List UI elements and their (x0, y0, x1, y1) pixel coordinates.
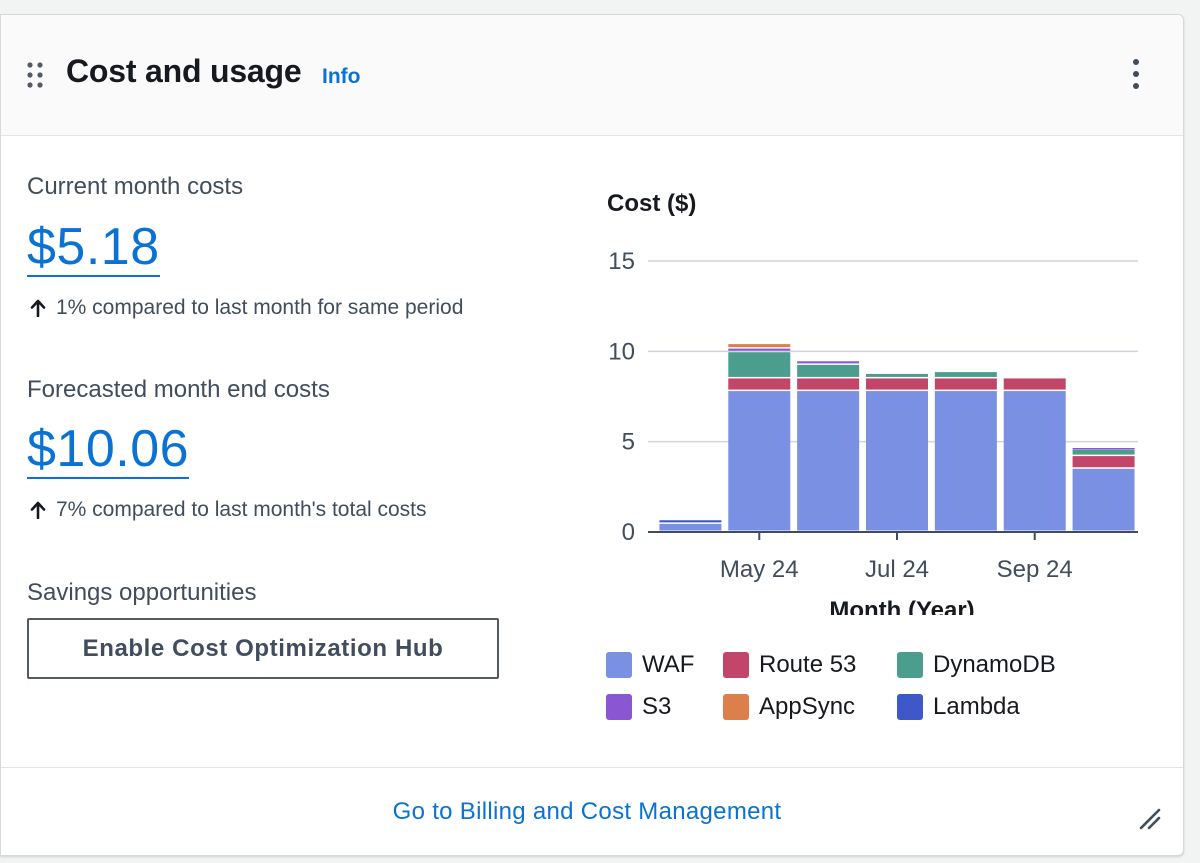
resize-icon[interactable] (1137, 806, 1163, 832)
current-month-value[interactable]: $5.18 (27, 218, 160, 277)
bar-segment-route-53 (934, 378, 997, 390)
x-tick-label: Jul 24 (865, 556, 929, 583)
bar-segment-appsync (728, 344, 791, 348)
y-axis-title: Cost ($) (607, 190, 696, 217)
bar-segment-waf (659, 523, 722, 531)
arrow-up-icon (29, 501, 47, 520)
bar-segment-route-53 (1072, 456, 1135, 468)
forecast-label: Forecasted month end costs (27, 376, 330, 403)
savings-label: Savings opportunities (27, 579, 257, 606)
y-tick-label: 10 (608, 338, 635, 365)
bar-segment-dynamodb (866, 373, 928, 377)
y-tick-label: 15 (608, 248, 635, 275)
bar-segment-route-53 (1003, 378, 1066, 390)
bar-segment-route-53 (728, 378, 791, 390)
more-vertical-icon[interactable] (1123, 57, 1149, 91)
forecast-compare: 7% compared to last month's total costs (29, 498, 427, 522)
x-tick-label: May 24 (720, 556, 799, 583)
current-month-compare: 1% compared to last month for same perio… (29, 296, 463, 320)
bar-segment-waf (728, 391, 791, 531)
current-month-compare-text: 1% compared to last month for same perio… (56, 296, 464, 319)
y-tick-label: 0 (622, 519, 635, 546)
forecast-value[interactable]: $10.06 (27, 420, 190, 479)
legend-label: WAF (642, 651, 695, 678)
legend-item-appsync[interactable]: AppSync (723, 693, 855, 721)
bar-segment-route-53 (866, 378, 928, 390)
legend-label: Lambda (933, 693, 1020, 720)
cost-chart: Cost ($) 0 5 10 15 May 24 Jul 24 Sep 24 Month (Y… (607, 190, 1138, 615)
drag-handle-icon[interactable] (25, 60, 45, 90)
bar-segment-route-53 (797, 378, 860, 390)
legend-swatch (606, 694, 632, 720)
legend-swatch (897, 652, 923, 678)
bar-segment-waf (1072, 468, 1135, 531)
bar-segment-waf (866, 391, 928, 531)
bar-segment-waf (934, 391, 997, 531)
legend-swatch (606, 652, 632, 678)
y-tick-label: 5 (622, 429, 635, 456)
cost-and-usage-widget: Cost and usage Info Current month costs … (0, 14, 1184, 856)
forecast-compare-text: 7% compared to last month's total costs (56, 498, 427, 521)
bar-segment-dynamodb (934, 372, 997, 377)
bar-segment-dynamodb (728, 352, 791, 377)
current-month-label: Current month costs (27, 173, 244, 200)
info-link[interactable]: Info (322, 65, 361, 88)
legend-swatch (723, 652, 749, 678)
x-axis-title: Month (Year) (829, 597, 974, 615)
bar-segment-s3 (1072, 447, 1135, 450)
legend-swatch (897, 694, 923, 720)
widget-header: Cost and usage Info (1, 15, 1183, 136)
bar-segment-dynamodb (1072, 449, 1135, 455)
billing-link[interactable]: Go to Billing and Cost Management (392, 798, 782, 825)
legend-label: AppSync (759, 693, 856, 720)
bar-segment-dynamodb (797, 364, 860, 377)
bar-segment-lambda (659, 520, 722, 523)
widget-title: Cost and usage (66, 53, 302, 89)
legend-item-waf[interactable]: WAF (606, 651, 694, 679)
bar-segment-waf (797, 391, 860, 531)
legend-label: Route 53 (759, 651, 857, 678)
bar-segment-s3 (797, 361, 860, 364)
legend-item-dynamodb[interactable]: DynamoDB (897, 651, 1056, 679)
legend-item-route-53[interactable]: Route 53 (723, 651, 856, 679)
bar-segment-waf (1003, 391, 1066, 531)
legend-label: S3 (642, 693, 672, 720)
legend-label: DynamoDB (933, 651, 1056, 678)
arrow-up-icon (29, 299, 47, 318)
legend-item-s3[interactable]: S3 (606, 693, 671, 721)
legend-item-lambda[interactable]: Lambda (897, 693, 1020, 721)
bar-segment-s3 (728, 348, 791, 351)
enable-cost-optimization-hub-button[interactable]: Enable Cost Optimization Hub (27, 618, 499, 679)
widget-footer: Go to Billing and Cost Management (1, 767, 1183, 857)
x-tick-label: Sep 24 (997, 556, 1073, 583)
legend-swatch (723, 694, 749, 720)
